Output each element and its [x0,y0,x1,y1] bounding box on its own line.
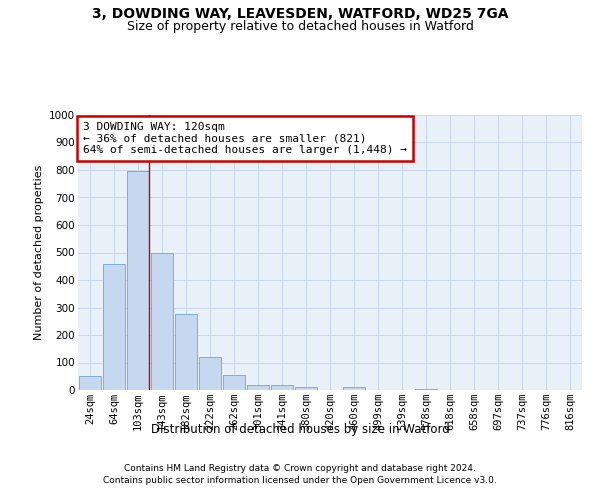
Bar [79,376,101,390]
Text: 3 DOWDING WAY: 120sqm
← 36% of detached houses are smaller (821)
64% of semi-det: 3 DOWDING WAY: 120sqm ← 36% of detached … [83,122,407,155]
Bar [271,385,293,390]
Bar [127,172,149,390]
Y-axis label: Number of detached properties: Number of detached properties [34,165,44,340]
Bar [295,386,317,390]
Bar [223,375,245,390]
Text: Size of property relative to detached houses in Watford: Size of property relative to detached ho… [127,20,473,33]
Text: 3, DOWDING WAY, LEAVESDEN, WATFORD, WD25 7GA: 3, DOWDING WAY, LEAVESDEN, WATFORD, WD25… [92,8,508,22]
Bar [151,252,173,390]
Bar [247,384,269,390]
Bar [415,388,437,390]
Text: Contains public sector information licensed under the Open Government Licence v3: Contains public sector information licen… [103,476,497,485]
Text: Contains HM Land Registry data © Crown copyright and database right 2024.: Contains HM Land Registry data © Crown c… [124,464,476,473]
Bar [343,386,365,390]
Bar [175,314,197,390]
Bar [199,357,221,390]
Bar [103,264,125,390]
Text: Distribution of detached houses by size in Watford: Distribution of detached houses by size … [151,422,449,436]
